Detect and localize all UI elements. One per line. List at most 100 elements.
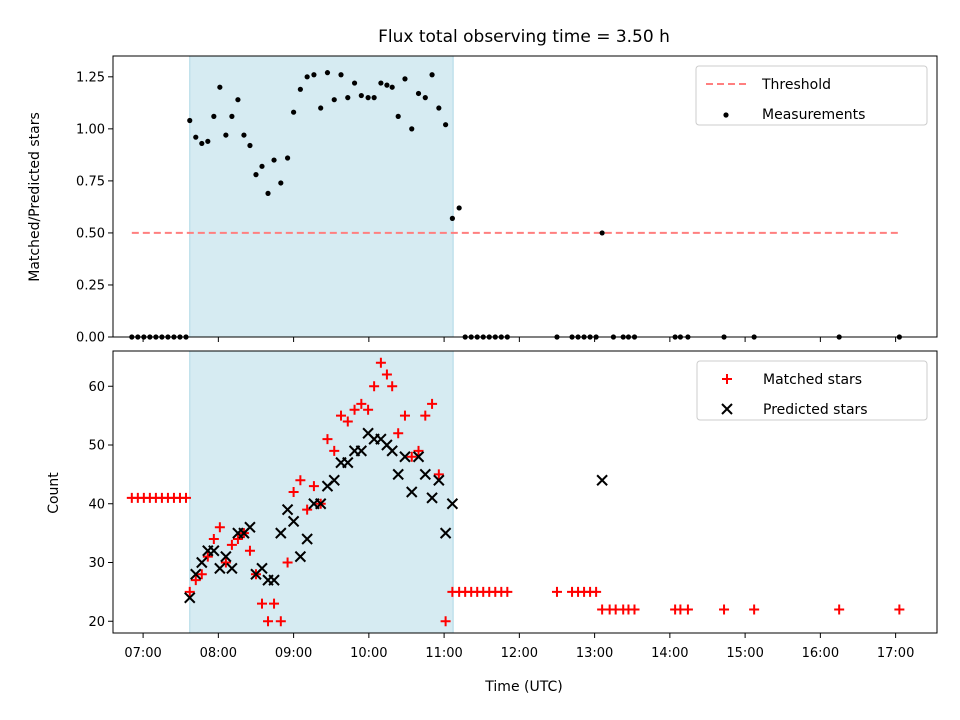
matched-point [349,404,360,415]
chart-title: Flux total observing time = 3.50 h [378,27,670,47]
top-panel: 0.00 0.25 0.50 0.75 1.00 1.25 Threshold Measure… [76,55,938,346]
matched-point [256,598,267,609]
measurement-point [253,172,259,178]
predicted-point [314,498,327,510]
top-y-tick-label: 1.00 [76,122,105,137]
matched-point [196,569,207,580]
predicted-point [208,545,220,557]
matched-point [214,522,225,533]
top-legend: Threshold Measurements [695,65,928,126]
bottom-y-tick-label: 50 [88,439,105,454]
matched-point [381,369,392,380]
matched-point [399,410,410,421]
bottom-observing-span [189,350,454,634]
matched-point [190,575,201,586]
legend-predicted-swatch [721,403,733,415]
predicted-point [426,492,438,504]
top-y-axis-label: Matched/Predicted stars [27,112,43,282]
measurement-point [247,142,253,149]
predicted-point [399,451,411,463]
measurement-point [229,113,235,119]
predicted-point [190,568,202,580]
x-tick-label: 11:00 [425,646,462,661]
legend-label: Measurements [762,107,865,123]
measurement-point [384,82,390,88]
matched-point [440,616,451,627]
bottom-y-axis-label: Count [46,472,62,514]
matched-point [387,381,398,392]
matched-point [406,451,417,462]
measurement-point [331,97,337,103]
measurement-point [389,84,395,90]
predicted-point [220,550,232,563]
legend-matched-swatch [722,374,732,384]
measurement-point [358,92,364,99]
measurement-point [378,80,384,86]
matched-point [308,481,319,492]
measurement-point [259,163,265,169]
measurement-point [449,215,455,221]
measurement-point [284,155,291,161]
predicted-point [281,503,294,516]
matched-point [336,410,347,421]
measurement-point [297,86,303,92]
matched-point [682,604,693,615]
x-tick-label: 13:00 [576,646,613,661]
predicted-point [439,527,452,539]
x-tick-label: 07:00 [124,646,161,661]
measurement-point [415,90,422,97]
measurement-point [456,205,462,211]
measurement-point [211,113,217,119]
predicted-point [342,456,354,469]
measurement-point [217,84,223,90]
legend-label: Threshold [761,77,831,93]
bottom-y-tick-label: 20 [88,615,105,630]
matched-point [629,604,640,615]
predicted-point [419,468,431,481]
matched-point [413,445,424,456]
matched-point [288,487,299,497]
matched-point [275,616,286,627]
x-tick-label: 17:00 [877,646,914,661]
measurement-point [351,80,358,86]
matched-point [282,557,293,568]
measurement-point [371,95,377,101]
matched-point [295,475,306,486]
top-legend-box [695,65,928,126]
matched-point [269,598,280,609]
predicted-point [184,592,196,604]
predicted-point [406,486,418,498]
matched-point [393,428,404,439]
measurement-point [235,97,241,103]
predicted-point [596,474,608,486]
predicted-point [412,451,425,463]
matched-point [202,551,213,562]
bottom-y-tick-label: 60 [88,380,105,395]
top-y-tick-label: 0.00 [76,331,105,346]
matched-point [420,410,431,421]
measurement-point [311,72,317,78]
predicted-point [244,521,256,533]
measurement-point [402,76,408,82]
measurement-point [271,157,277,163]
matched-point [184,586,195,597]
bottom-series-predicted-stars [184,427,608,604]
matched-point [356,398,367,409]
measurement-point [193,134,199,140]
x-tick-label: 14:00 [651,646,688,661]
matched-point [263,616,274,627]
matched-point [591,586,602,597]
predicted-point [256,562,268,575]
matched-point [894,604,905,615]
measurement-point [345,95,351,101]
matched-point [375,357,386,368]
measurement-point [443,122,449,128]
measurement-point [199,140,205,147]
top-axes-frame [112,55,938,338]
predicted-point [301,533,313,545]
matched-point [232,534,243,544]
matched-point [369,381,380,392]
top-y-tick-label: 1.25 [76,70,105,85]
predicted-point [386,445,398,457]
predicted-point [268,574,280,586]
